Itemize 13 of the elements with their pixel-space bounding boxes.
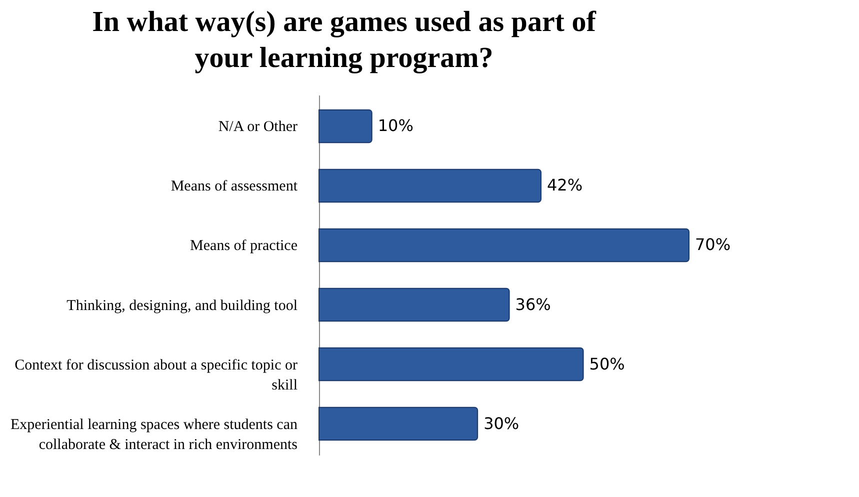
y-tick-label: Thinking, designing, and building tool xyxy=(66,298,298,314)
data-label: 10% xyxy=(378,116,414,136)
data-label: 30% xyxy=(484,414,520,433)
y-tick-label: Context for discussion about a specific topic or skill xyxy=(14,357,298,394)
y-tick-label: Means of practice xyxy=(190,238,298,254)
y-tick-label: Experiential learning spaces where students can collaborate & interact in rich environments xyxy=(10,416,298,453)
data-label: 50% xyxy=(589,354,625,374)
chart-title: In what way(s) are games used as part of your learning program? xyxy=(92,6,596,74)
y-tick-label: N/A or Other xyxy=(218,119,298,136)
data-label: 36% xyxy=(515,294,551,314)
data-label: 42% xyxy=(547,176,583,195)
y-tick-label: Means of assessment xyxy=(170,178,298,195)
data-label: 70% xyxy=(695,235,731,254)
